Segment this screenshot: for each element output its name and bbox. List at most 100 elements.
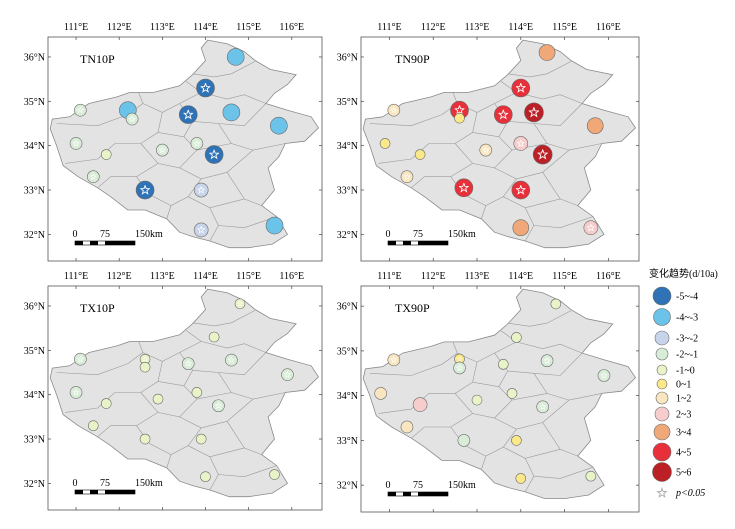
scale-bar-segment: [403, 241, 411, 245]
station-marker: [195, 433, 207, 445]
lat-tick-label: 34°N: [337, 391, 358, 402]
station-circle: [414, 149, 426, 160]
scale-bar-segment: [403, 492, 411, 496]
station-marker: [515, 473, 527, 484]
scale-label: 0: [73, 229, 78, 240]
lon-tick-label: 113°E: [150, 271, 175, 282]
scale-bar: 0 75 150km: [386, 229, 476, 246]
station-marker: [190, 137, 204, 150]
lat-tick-label: 34°N: [24, 141, 45, 152]
station-marker: [540, 354, 554, 368]
legend-swatch: [656, 378, 668, 390]
scale-label: 150km: [135, 229, 163, 240]
prefecture-boundary: [507, 103, 583, 127]
station-circle: [454, 178, 474, 198]
panel-title: TX10P: [80, 301, 115, 315]
lon-tick-label: 114°E: [193, 271, 218, 282]
station-circle: [374, 387, 388, 400]
station-circle: [270, 116, 288, 135]
station-marker: [281, 368, 294, 382]
map-panel-tx10p: 111°E 112°E 113°E 114°E 115°E 116°E 36°N 35°N 34…: [24, 271, 323, 511]
station-circle: [226, 48, 245, 66]
prefecture-boundary: [454, 143, 513, 169]
station-marker: [400, 420, 414, 434]
map-panel-tn90p: 111°E 112°E 113°E 114°E 115°E 116°E 36°N 35°N 34…: [337, 22, 640, 262]
station-circle: [193, 182, 209, 198]
lat-tick-label: 32°N: [24, 479, 45, 490]
lat-tick-label: 35°N: [337, 346, 358, 357]
station-circle: [87, 170, 100, 184]
station-circle: [506, 388, 518, 399]
lon-tick-label: 111°E: [377, 22, 401, 33]
station-circle: [583, 220, 599, 236]
prefecture-boundary: [533, 123, 602, 151]
station-circle: [538, 44, 556, 61]
legend-label: -5~-4: [676, 292, 698, 303]
station-marker: [222, 103, 241, 122]
lon-tick-label: 112°E: [107, 271, 132, 282]
station-marker: [208, 331, 220, 343]
station-marker: [204, 145, 224, 164]
station-circle: [586, 117, 604, 135]
legend: 变化趋势(d/10a) -5~-4 -4~-3 -3~-2 -2~-1 -1~0 0~1 1~…: [649, 267, 718, 499]
legend-label: -2~-1: [676, 350, 698, 361]
lat-tick-label: 36°N: [24, 301, 45, 312]
prefecture-boundary: [140, 143, 198, 169]
station-circle: [515, 473, 527, 484]
prefecture-boundary: [136, 425, 172, 455]
station-marker: [152, 393, 164, 405]
station-circle: [200, 471, 211, 483]
province-outline: [49, 39, 320, 249]
lon-tick-label: 112°E: [421, 271, 446, 282]
prefecture-boundary: [411, 413, 473, 439]
scale-label: 150km: [448, 229, 476, 240]
station-marker: [387, 103, 401, 117]
lat-tick-label: 34°N: [337, 141, 358, 152]
scale-label: 0: [386, 480, 391, 491]
lon-tick-label: 114°E: [508, 271, 533, 282]
station-circle: [536, 400, 549, 414]
prefecture-boundary: [65, 361, 163, 413]
station-marker: [88, 420, 99, 432]
station-marker: [69, 386, 83, 399]
prefecture-boundary: [494, 149, 570, 180]
scale-label: 0: [386, 229, 391, 240]
map-panel-tx90p: 111°E 112°E 113°E 114°E 115°E 116°E 36°N 35°N 34…: [337, 271, 640, 513]
prefecture-boundary: [481, 429, 517, 470]
legend-swatch: [655, 347, 669, 361]
station-marker: [511, 78, 531, 98]
station-circle: [281, 368, 294, 382]
station-circle: [457, 434, 471, 447]
scale-label: 75: [100, 229, 110, 240]
station-marker: [532, 144, 553, 165]
station-circle: [152, 393, 164, 405]
legend-swatch: [652, 286, 672, 306]
station-circle: [585, 470, 597, 482]
station-marker: [269, 469, 280, 480]
prefecture-boundary: [369, 341, 458, 376]
prefecture-boundary: [218, 372, 286, 400]
prefecture-boundary: [507, 352, 583, 376]
legend-swatch: [652, 442, 672, 462]
prefecture-boundary: [140, 392, 198, 418]
station-marker: [479, 143, 493, 157]
station-circle: [269, 469, 280, 480]
scale-bar: 0 75 150km: [73, 478, 163, 495]
station-circle: [379, 138, 391, 149]
station-marker: [139, 361, 151, 373]
prefecture-boundary: [65, 112, 163, 164]
station-marker: [74, 352, 87, 366]
station-marker: [414, 149, 426, 160]
legend-swatch: [653, 308, 671, 326]
station-circle: [100, 149, 112, 160]
station-marker: [511, 435, 522, 446]
prefecture-boundary: [185, 330, 267, 353]
station-circle: [234, 298, 246, 310]
station-marker: [226, 48, 245, 66]
lon-tick-label: 116°E: [279, 22, 304, 33]
station-marker: [265, 216, 284, 235]
panel-title: TN10P: [80, 52, 115, 66]
station-circle: [532, 144, 553, 165]
prefecture-boundary: [507, 310, 572, 327]
lat-tick-label: 33°N: [24, 186, 45, 197]
